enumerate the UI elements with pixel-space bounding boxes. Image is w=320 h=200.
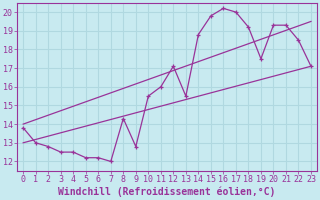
X-axis label: Windchill (Refroidissement éolien,°C): Windchill (Refroidissement éolien,°C)	[58, 187, 276, 197]
